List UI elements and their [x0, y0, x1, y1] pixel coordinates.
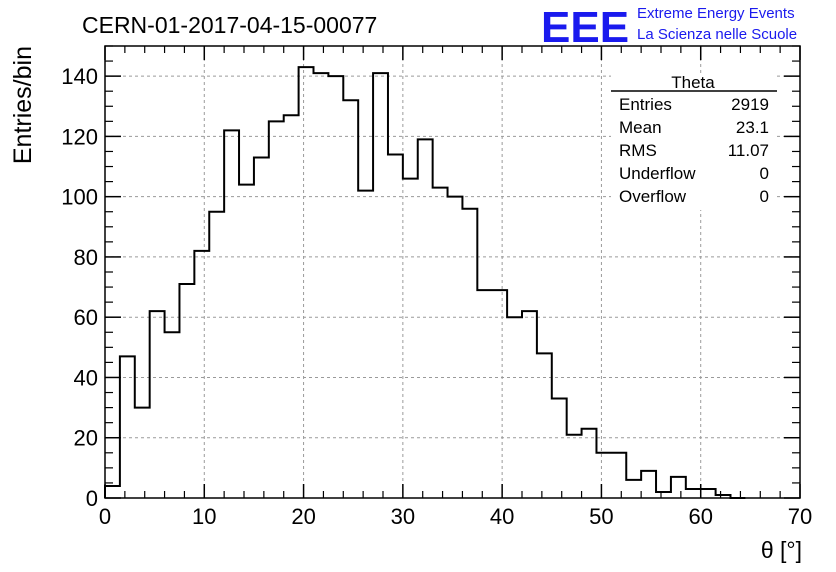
x-tick-label: 0	[99, 504, 111, 529]
stats-row-value: 2919	[731, 95, 769, 114]
stats-row-label: Overflow	[619, 187, 687, 206]
eee-logo: EEE Extreme Energy Events La Scienza nel…	[541, 3, 797, 52]
x-tick-label: 30	[391, 504, 415, 529]
x-tick-label: 40	[490, 504, 514, 529]
y-axis-title: Entries/bin	[9, 46, 37, 164]
stats-title: Theta	[671, 73, 715, 92]
y-tick-label: 100	[61, 185, 98, 210]
stats-row-value: 23.1	[736, 118, 769, 137]
stats-row-label: Underflow	[619, 164, 696, 183]
y-tick-labels: 0 20 40 60 80 100 120 140	[61, 64, 98, 511]
logo-mark: EEE	[541, 3, 629, 52]
y-tick-label: 120	[61, 124, 98, 149]
x-tick-label: 50	[589, 504, 613, 529]
stats-box: Theta Entries 2919 Mean 23.1 RMS 11.07 Underfl…	[611, 73, 777, 210]
x-tick-label: 20	[291, 504, 315, 529]
stats-rows: Entries 2919 Mean 23.1 RMS 11.07 Underflow 0 Ove…	[619, 95, 769, 206]
logo-line-1: Extreme Energy Events	[637, 5, 795, 22]
stats-row-label: Entries	[619, 95, 672, 114]
x-tick-label: 60	[688, 504, 712, 529]
stats-row-label: Mean	[619, 118, 662, 137]
stats-box-background	[611, 74, 777, 210]
y-tick-label: 60	[74, 305, 98, 330]
stats-row-value: 11.07	[728, 141, 769, 160]
y-tick-label: 20	[74, 426, 98, 451]
logo-line-2: La Scienza nelle Scuole	[637, 26, 797, 43]
chart-title: CERN-01-2017-04-15-00077	[82, 12, 377, 38]
x-tick-labels: 0 10 20 30 40 50 60 70	[99, 504, 812, 529]
stats-row-value: 0	[760, 164, 769, 183]
x-tick-label: 70	[788, 504, 812, 529]
x-axis-title: θ [°]	[761, 537, 802, 563]
x-tick-label: 10	[192, 504, 216, 529]
stats-row-value: 0	[760, 187, 769, 206]
y-tick-label: 140	[61, 64, 98, 89]
y-tick-label: 80	[74, 245, 98, 270]
stats-row-label: RMS	[619, 141, 657, 160]
grid-lines	[105, 46, 800, 498]
y-tick-label: 0	[86, 486, 98, 511]
y-tick-label: 40	[74, 365, 98, 390]
histogram-step-line	[104, 66, 746, 499]
